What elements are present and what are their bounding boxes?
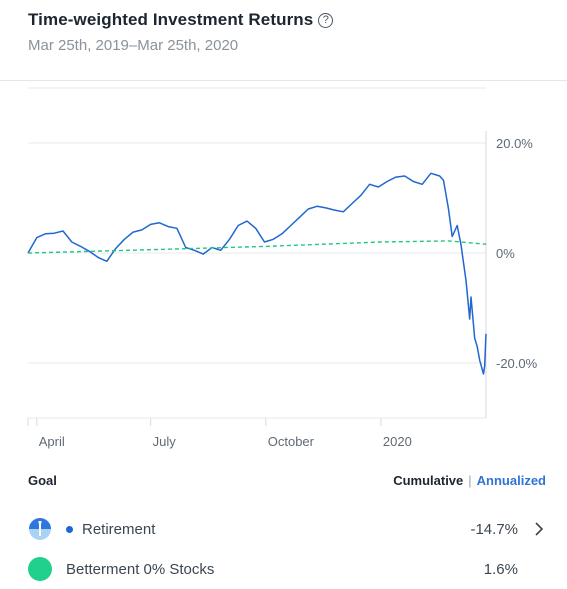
chevron-right-icon[interactable]: [532, 522, 546, 536]
series-line-retirement: [27, 172, 487, 375]
toggle-separator: |: [468, 472, 472, 488]
series-line-betterment-0-stocks: [27, 240, 487, 254]
chart-header: Time-weighted Investment Returns ? Mar 2…: [28, 8, 548, 54]
retirement-label: Retirement: [82, 520, 156, 538]
x-tick-label: 2020: [383, 434, 412, 449]
x-tick-label: October: [268, 434, 315, 449]
x-tick-label: July: [153, 434, 177, 449]
date-range: Mar 25th, 2019–Mar 25th, 2020: [28, 37, 239, 54]
goal-label: Goal: [28, 472, 57, 488]
green-circle-icon: [28, 557, 52, 581]
retirement-series-dot: [66, 525, 73, 533]
annualized-option[interactable]: Annualized: [476, 472, 546, 488]
y-tick-label: -20.0%: [496, 356, 538, 371]
y-tick-label: 0%: [496, 246, 515, 261]
return-type-toggle: Cumulative | Annualized: [393, 473, 546, 488]
header-divider: [0, 80, 567, 81]
legend-row-retirement[interactable]: Retirement -14.7%: [28, 509, 546, 549]
legend-row-betterment-0-stocks: Betterment 0% Stocks 1.6%: [28, 549, 546, 589]
y-tick-label: 20.0%: [496, 136, 533, 151]
betterment-0-stocks-return-value: 1.6%: [483, 560, 518, 578]
retirement-goal-icon: [29, 518, 51, 540]
cumulative-option[interactable]: Cumulative: [393, 472, 464, 488]
returns-chart: 20.0% 0% -20.0% April July October 2020: [27, 87, 538, 449]
legend: Goal Cumulative | Annualized Retirement -1…: [28, 470, 546, 589]
retirement-return-value: -14.7%: [470, 520, 518, 538]
chart-title: Time-weighted Investment Returns: [28, 10, 314, 29]
help-icon[interactable]: ?: [318, 12, 334, 28]
betterment-0-stocks-label: Betterment 0% Stocks: [66, 560, 215, 578]
x-tick-label: April: [39, 434, 65, 449]
